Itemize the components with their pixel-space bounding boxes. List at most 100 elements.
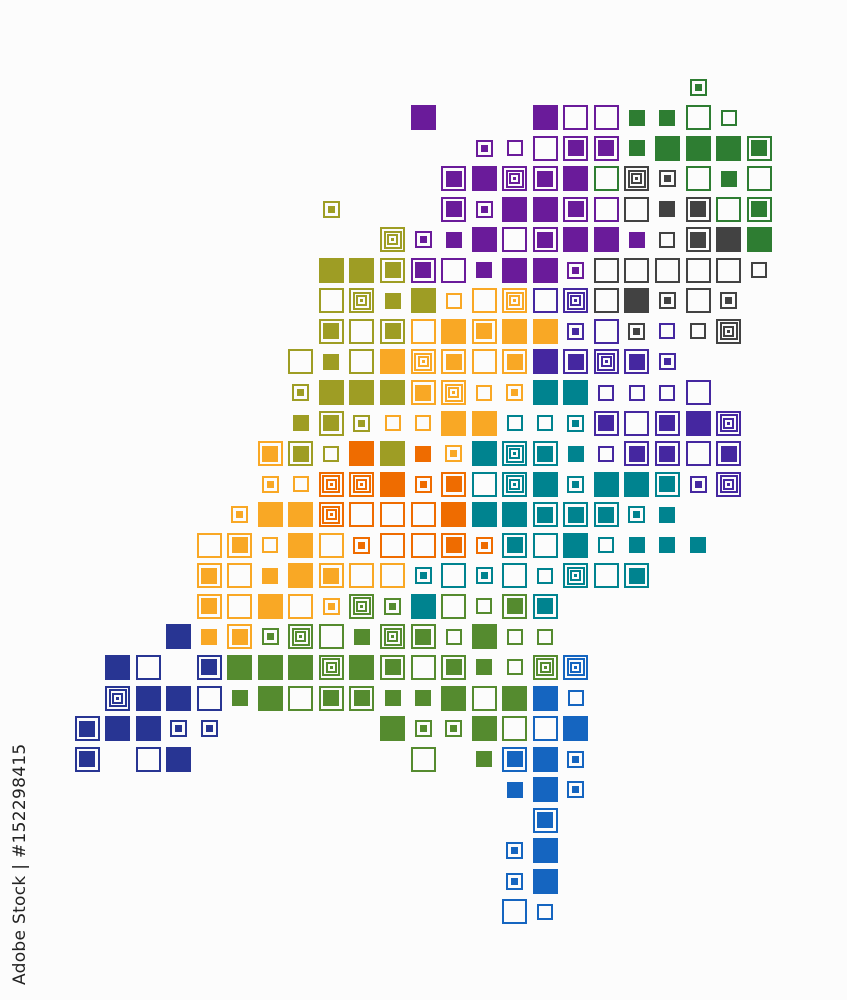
map-square-outline-small	[506, 659, 523, 676]
map-square-outline-large	[349, 349, 375, 375]
map-square-outline-large	[593, 166, 619, 192]
map-square-outlined-with-fill	[716, 441, 742, 467]
map-square-outline-large	[196, 532, 222, 558]
map-square-outlined-with-fill	[196, 654, 222, 680]
map-square-filled-large	[349, 441, 375, 467]
map-square-outline-large	[349, 318, 375, 344]
map-square-filled-small	[690, 537, 706, 554]
map-square-outline-large	[593, 318, 619, 344]
map-square-small-outline-with-dot	[689, 78, 707, 96]
map-square-outline-small	[415, 415, 432, 432]
map-square-filled-small	[384, 690, 401, 706]
map-square-nested-concentric	[502, 441, 528, 467]
map-square-outline-large	[654, 257, 680, 283]
map-square-filled-small	[476, 751, 493, 768]
map-square-nested-concentric	[380, 227, 405, 253]
map-square-nested-concentric	[716, 410, 742, 436]
map-square-inner-dot	[329, 482, 333, 486]
map-square-nested-concentric	[563, 288, 589, 314]
map-square-inner-fill	[751, 201, 768, 218]
map-square-outline-small	[598, 445, 615, 462]
map-square-small-outline-with-dot	[170, 720, 188, 738]
map-square-inner-dot	[236, 511, 244, 519]
map-square-ring	[352, 475, 371, 494]
map-square-filled-large	[471, 716, 497, 742]
map-square-outline-large	[410, 746, 436, 772]
map-square-inner-fill	[415, 262, 432, 279]
map-square-outline-large	[593, 257, 619, 283]
map-square-filled-small	[231, 690, 248, 706]
map-square-outlined-with-fill	[349, 685, 375, 711]
map-square-filled-large	[380, 380, 405, 405]
map-square-ring	[566, 658, 585, 677]
map-square-outline-large	[532, 716, 558, 742]
map-square-filled-large	[593, 227, 619, 253]
map-square-ring	[387, 631, 398, 643]
map-square-inner-fill	[506, 537, 523, 554]
map-square-inner-fill	[659, 445, 676, 462]
map-square-inner-fill	[567, 201, 584, 218]
map-square-filled-large	[471, 166, 497, 192]
map-square-ring	[295, 631, 307, 643]
map-square-small-outline-with-dot	[567, 750, 585, 768]
map-square-filled-small	[659, 537, 676, 554]
map-square-filled-large	[318, 257, 344, 283]
map-square-inner-dot	[511, 389, 519, 396]
map-square-outline-small	[506, 628, 523, 645]
map-square-ring	[325, 478, 337, 490]
map-square-inner-dot	[513, 482, 517, 486]
map-square-inner-dot	[419, 480, 427, 488]
map-square-inner-fill	[537, 812, 554, 829]
stock-watermark-id: Adobe Stock | #152298415	[10, 743, 30, 985]
map-square-ring	[723, 325, 735, 337]
map-square-ring	[631, 173, 643, 185]
map-square-ring	[505, 291, 524, 310]
map-square-outline-large	[410, 318, 436, 344]
map-square-small-outline-with-dot	[231, 506, 249, 524]
map-square-inner-fill	[201, 567, 218, 584]
map-square-inner-dot	[266, 633, 274, 641]
map-square-inner-dot	[694, 83, 702, 91]
map-square-small-outline-with-dot	[414, 567, 432, 585]
map-square-small-outline-with-dot	[322, 200, 340, 218]
map-square-outlined-with-fill	[563, 196, 589, 222]
map-square-filled-large	[441, 502, 467, 528]
map-square-ring	[570, 661, 582, 673]
map-square-inner-fill	[720, 445, 737, 462]
map-square-ring	[108, 689, 127, 707]
map-square-filled-large	[105, 716, 131, 742]
map-square-inner-dot	[360, 299, 364, 303]
map-square-outlined-with-fill	[593, 410, 619, 436]
map-square-outline-large	[318, 624, 344, 650]
map-square-inner-dot	[327, 602, 335, 610]
map-square-ring	[414, 352, 433, 371]
map-square-inner-dot	[572, 786, 580, 794]
map-square-outline-large	[288, 349, 314, 375]
map-square-inner-fill	[567, 140, 584, 157]
map-square-outlined-with-fill	[563, 502, 589, 528]
map-square-outline-small	[567, 690, 584, 706]
map-square-small-outline-with-dot	[506, 842, 524, 860]
map-square-inner-dot	[329, 513, 333, 517]
map-square-ring	[291, 627, 310, 646]
map-square-ring	[322, 658, 341, 677]
map-square-nested-concentric	[318, 471, 344, 497]
map-square-outline-small	[323, 445, 340, 462]
map-square-inner-dot	[663, 175, 671, 183]
map-square-inner-dot	[574, 574, 578, 578]
map-square-outline-small	[751, 262, 768, 279]
map-square-outline-large	[441, 563, 467, 589]
map-square-outlined-with-fill	[410, 380, 436, 405]
map-square-small-outline-with-dot	[200, 720, 218, 738]
map-square-inner-fill	[292, 445, 309, 462]
map-square-outlined-with-fill	[746, 196, 772, 222]
map-square-outline-small	[384, 415, 401, 432]
map-square-ring	[719, 475, 738, 494]
map-square-outlined-with-fill	[685, 196, 711, 222]
map-square-ring	[505, 475, 524, 494]
map-square-filled-small	[292, 415, 309, 432]
map-square-filled-large	[349, 257, 375, 283]
map-square-ring	[509, 448, 521, 460]
map-square-outlined-with-fill	[532, 593, 558, 619]
